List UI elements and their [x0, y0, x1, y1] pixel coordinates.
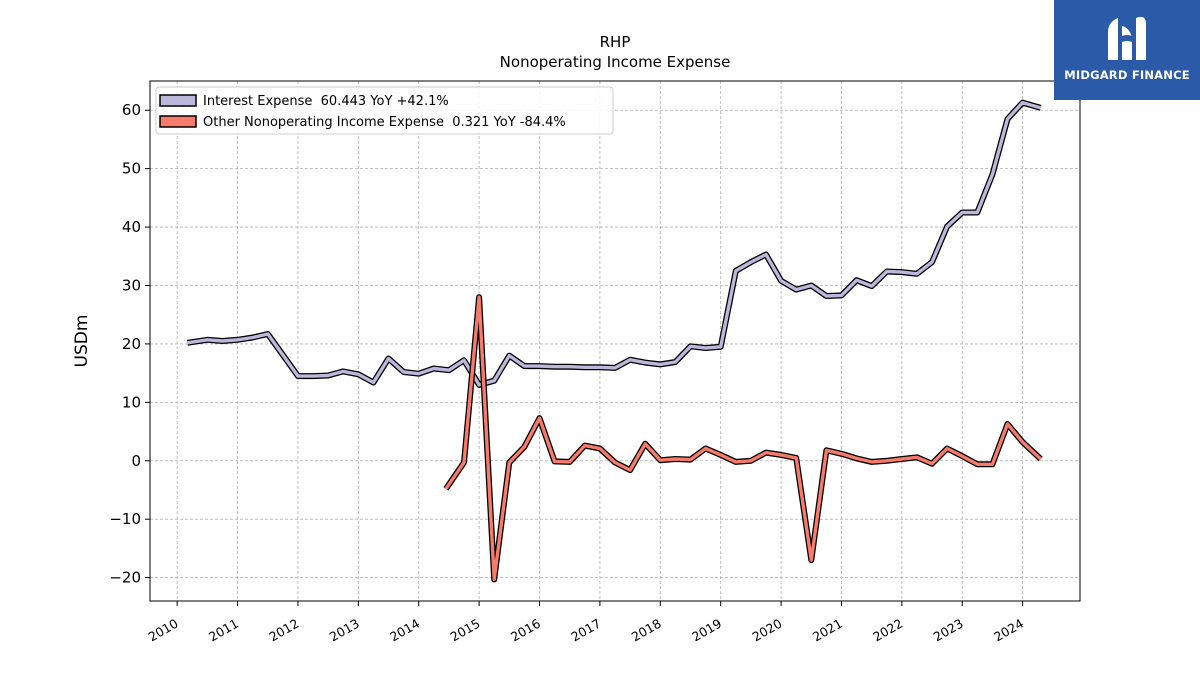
y-tick-label: 10 — [122, 393, 141, 411]
x-tick-label: 2022 — [870, 616, 905, 645]
chart-subtitle: Nonoperating Income Expense — [500, 53, 731, 71]
y-axis-label: USDm — [72, 315, 92, 368]
x-tick-label: 2017 — [568, 616, 603, 645]
legend-swatch-other-nonoperating — [159, 115, 197, 128]
x-tick-label: 2024 — [991, 616, 1026, 645]
x-tick-label: 2012 — [266, 616, 301, 645]
x-tick-label: 2019 — [689, 616, 724, 645]
brand-mark-icon — [1108, 16, 1146, 60]
brand-name: MIDGARD FINANCE — [1064, 68, 1190, 82]
series-layer — [186, 99, 1043, 583]
y-tick-label: −10 — [109, 510, 141, 528]
x-tick-label: 2023 — [931, 616, 966, 645]
x-tick-label: 2021 — [810, 616, 845, 645]
plot-frame — [149, 80, 1081, 602]
y-tick-label: 0 — [131, 452, 141, 470]
x-tick-label: 2011 — [206, 616, 241, 645]
y-tick-label: 40 — [122, 218, 141, 236]
x-tick-label: 2020 — [750, 616, 785, 645]
series-outline-interest-expense — [186, 99, 1042, 388]
x-tick-label: 2015 — [448, 616, 483, 645]
y-tick-label: 50 — [122, 160, 141, 178]
legend-swatch-interest-expense — [159, 94, 197, 107]
y-tick-label: 30 — [122, 276, 141, 294]
axes: −20 −10 0 10 20 30 40 50 60 2010 2011 2012 2013 2014 2… — [109, 101, 1026, 644]
series-line-other-nonoperating — [444, 295, 1042, 582]
grid — [150, 81, 1080, 601]
x-tick-label: 2010 — [146, 616, 181, 645]
legend-label-other-nonoperating: Other Nonoperating Income Expense 0.321 … — [203, 115, 566, 130]
y-tick-label: 20 — [122, 335, 141, 353]
legend-label-interest-expense: Interest Expense 60.443 YoY +42.1% — [203, 94, 449, 109]
y-tick-label: −20 — [109, 569, 141, 587]
legend: Interest Expense 60.443 YoY +42.1% Other… — [155, 86, 614, 135]
chart-title: RHP — [600, 33, 631, 51]
x-tick-label: 2013 — [327, 616, 362, 645]
brand-logo: MIDGARD FINANCE — [1054, 0, 1200, 100]
series-outline-other-nonoperating — [443, 294, 1043, 583]
x-tick-label: 2014 — [387, 616, 422, 645]
series-line-interest-expense — [187, 100, 1042, 387]
x-tick-label: 2016 — [508, 616, 543, 645]
x-tick-label: 2018 — [629, 616, 664, 645]
y-tick-label: 60 — [122, 101, 141, 119]
legend-box — [155, 86, 614, 135]
